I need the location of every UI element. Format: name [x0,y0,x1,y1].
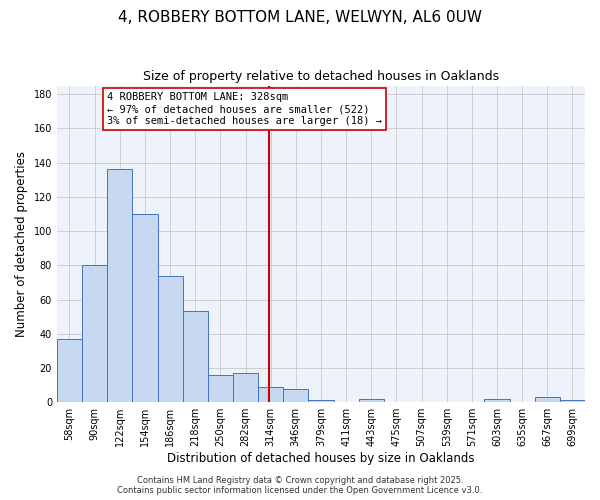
Bar [258,387,283,402]
Bar [560,400,585,402]
Bar [308,400,334,402]
Bar [233,373,258,402]
Bar [182,312,208,402]
Text: Contains HM Land Registry data © Crown copyright and database right 2025.
Contai: Contains HM Land Registry data © Crown c… [118,476,482,495]
Bar [57,339,82,402]
Bar [133,214,158,402]
Title: Size of property relative to detached houses in Oaklands: Size of property relative to detached ho… [143,70,499,83]
Bar [107,170,133,402]
Bar [208,375,233,402]
X-axis label: Distribution of detached houses by size in Oaklands: Distribution of detached houses by size … [167,452,475,465]
Bar [158,276,182,402]
Text: 4, ROBBERY BOTTOM LANE, WELWYN, AL6 0UW: 4, ROBBERY BOTTOM LANE, WELWYN, AL6 0UW [118,10,482,25]
Bar [484,399,509,402]
Y-axis label: Number of detached properties: Number of detached properties [15,151,28,337]
Bar [359,399,384,402]
Bar [535,397,560,402]
Bar [82,266,107,402]
Text: 4 ROBBERY BOTTOM LANE: 328sqm
← 97% of detached houses are smaller (522)
3% of s: 4 ROBBERY BOTTOM LANE: 328sqm ← 97% of d… [107,92,382,126]
Bar [283,388,308,402]
